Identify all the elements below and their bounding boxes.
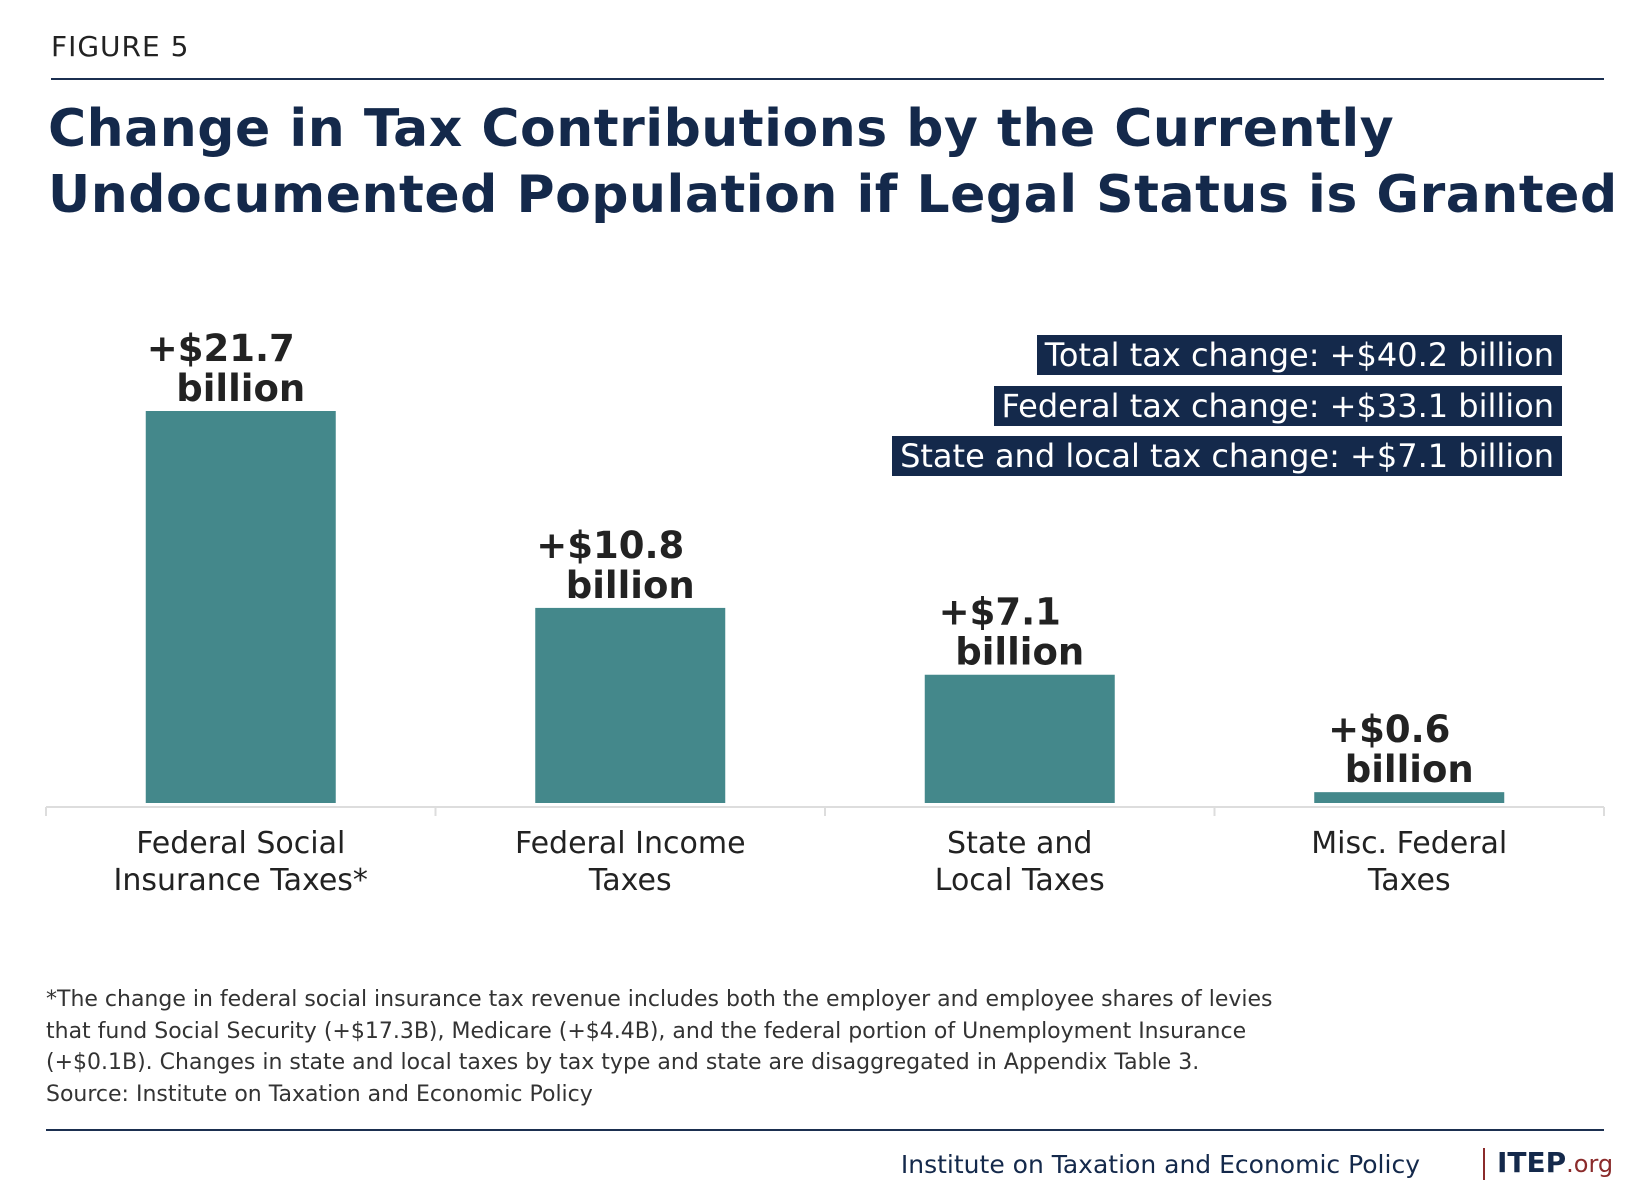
data-label: billion [1345,748,1474,791]
category-label: Local Taxes [935,863,1105,898]
data-label: +$21.7 [147,327,295,370]
bottom-divider [46,1129,1604,1131]
footnote-line: (+$0.1B). Changes in state and local tax… [46,1050,1200,1075]
footnote: *The change in federal social insurance … [46,984,1273,1110]
data-label: billion [955,631,1084,674]
title-line: Undocumented Population if Legal Status … [48,165,1618,225]
category-label: Taxes [1367,863,1451,898]
data-label: +$7.1 [939,591,1061,634]
category-label: Misc. Federal [1311,826,1507,861]
bar [1314,792,1505,803]
logo-suffix: .org [1566,1150,1614,1178]
category-label: Federal Income [515,826,746,861]
title-line: Change in Tax Contributions by the Curre… [48,99,1395,159]
data-label: +$10.8 [536,524,684,567]
chart-title: Change in Tax Contributions by the Curre… [48,96,1618,228]
bar [924,674,1115,803]
footnote-line: that fund Social Security (+$17.3B), Med… [46,1018,1247,1044]
category-label: Federal Social [136,826,345,861]
data-label: +$0.6 [1328,708,1450,751]
total-change-annotation: Total tax change: +$40.2 billion [1036,335,1562,375]
federal-change-annotation: Federal tax change: +$33.1 billion [993,386,1562,426]
logo-separator [1483,1148,1485,1180]
bar [145,411,336,803]
data-label: billion [566,564,695,607]
logo-main: ITEP [1497,1146,1567,1179]
category-label: Insurance Taxes* [114,863,368,898]
figure-label: FIGURE 5 [51,30,190,63]
state-local-change-annotation: State and local tax change: +$7.1 billio… [892,436,1562,476]
footnote-line: *The change in federal social insurance … [46,987,1273,1012]
bar [535,607,726,803]
itep-logo: ITEP.org [1497,1146,1613,1179]
source-line: Source: Institute on Taxation and Econom… [46,1081,593,1107]
data-label: billion [176,367,305,410]
top-divider [51,78,1604,80]
category-label: State and [947,826,1092,861]
credit-text: Institute on Taxation and Economic Polic… [900,1150,1420,1179]
category-label: Taxes [588,863,672,898]
